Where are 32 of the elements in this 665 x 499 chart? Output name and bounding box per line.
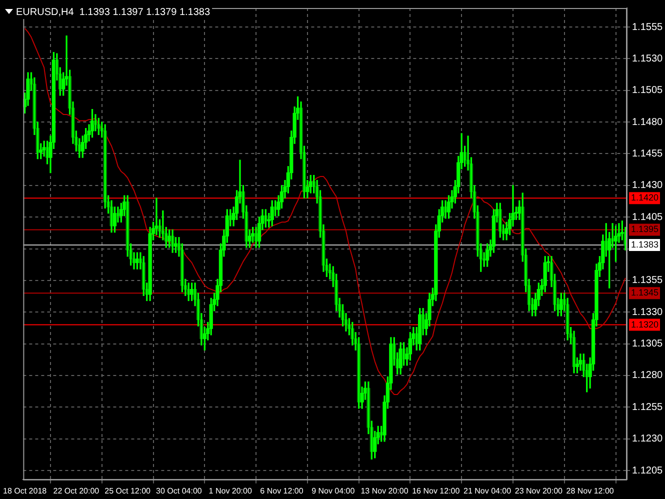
x-tick-label: 21 Nov 04:00 [463,486,512,496]
y-tick-label: 1.1430 [632,180,664,192]
ref-line-label: 1.1320 [631,319,659,330]
ref-line-label: 1.1420 [631,192,659,203]
ref-line-label: 1.1395 [631,224,659,234]
x-tick-label: 30 Oct 04:00 [156,486,202,496]
ref-line-label: 1.1383 [631,239,659,250]
y-tick-label: 1.1205 [632,465,664,476]
x-tick-label: 18 Oct 2018 [3,486,48,496]
y-tick-label: 1.1330 [632,306,664,318]
x-tick-label: 9 Nov 04:00 [312,486,356,496]
x-tick-label: 25 Oct 12:00 [104,486,152,496]
chart-title: EURUSD,H4 1.1393 1.1397 1.1379 1.1383 [16,6,210,18]
y-tick-label: 1.1230 [632,434,664,445]
y-tick-label: 1.1355 [632,275,664,286]
y-tick-label: 1.1505 [632,85,664,96]
y-tick-label: 1.1555 [632,22,664,33]
y-tick-label: 1.1455 [632,148,664,160]
x-tick-label: 28 Nov 12:00 [566,486,614,496]
x-tick-label: 22 Oct 20:00 [53,486,100,496]
x-tick-label: 23 Nov 20:00 [514,486,564,496]
x-tick-label: 13 Nov 20:00 [360,486,409,496]
x-tick-label: 16 Nov 12:00 [412,486,460,496]
x-tick-label: 1 Nov 20:00 [208,486,252,496]
y-tick-label: 1.1255 [632,402,664,413]
ref-line-label: 1.1345 [631,288,659,298]
y-tick-label: 1.1530 [632,53,664,64]
y-tick-label: 1.1305 [632,338,664,350]
y-tick-label: 1.1405 [632,212,664,223]
y-tick-label: 1.1480 [632,116,664,128]
y-tick-label: 1.1280 [632,370,664,382]
x-tick-label: 6 Nov 12:00 [260,486,304,496]
